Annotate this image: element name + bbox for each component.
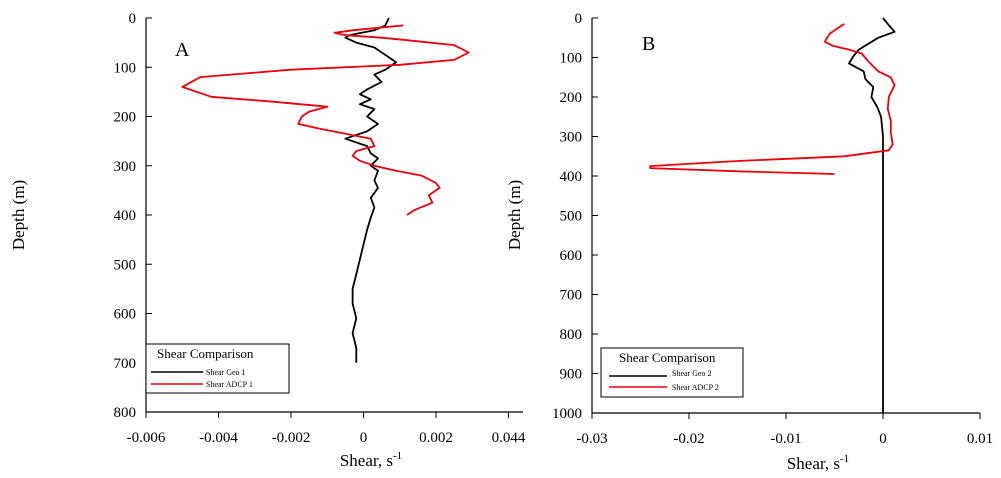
y-tick-label: 0 <box>575 11 583 27</box>
y-tick-label: 100 <box>560 51 583 67</box>
x-tick-label: 0 <box>360 430 368 446</box>
y-tick-label: 700 <box>560 288 583 304</box>
y-tick-label: 400 <box>560 169 583 185</box>
y-tick-label: 900 <box>560 367 583 383</box>
x-axis-b: -0.03 -0.02 -0.01 0 0.01 <box>576 412 993 447</box>
y-tick-label: 700 <box>114 356 137 372</box>
y-tick-label: 600 <box>560 248 583 264</box>
x-axis-title-a: Shear, s-1 <box>340 450 402 470</box>
legend-b: Shear Comparison Shear Geo 2 Shear ADCP … <box>600 347 744 398</box>
series-line-shear-adcp-b <box>649 23 896 175</box>
y-axis-b: 0 100 200 300 400 500 600 700 800 900 1000 <box>552 11 598 422</box>
legend-title-a: Shear Comparison <box>157 346 254 361</box>
y-tick-label: 200 <box>560 90 583 106</box>
legend-entry-adcp-1: Shear ADCP 1 <box>206 380 253 389</box>
series-line-shear-geo-b <box>848 17 896 413</box>
y-tick-label: 800 <box>560 327 583 343</box>
x-tick-label: 0.01 <box>967 431 993 447</box>
chart-panel-b: B 0 100 200 300 400 500 600 700 800 900 1000 -0.03… <box>505 11 993 473</box>
y-tick-label: 500 <box>560 209 583 225</box>
series-line-shear-geo-a <box>344 17 397 363</box>
y-axis-title-b: Depth (m) <box>505 180 524 250</box>
y-tick-label: 300 <box>114 159 137 175</box>
series-line-shear-adcp-a <box>181 24 470 216</box>
y-tick-label: 600 <box>114 307 137 323</box>
y-axis-a: 0 100 200 300 400 500 600 700 800 <box>114 11 152 421</box>
x-tick-label: -0.02 <box>673 431 704 447</box>
x-axis-a: -0.006 -0.004 -0.002 0 0.002 0.044 <box>127 411 526 446</box>
x-tick-label: -0.002 <box>272 430 311 446</box>
y-axis-title-a: Depth (m) <box>9 180 28 250</box>
x-tick-label: -0.01 <box>770 431 801 447</box>
legend-a: Shear Comparison Shear Geo 1 Shear ADCP … <box>145 343 290 394</box>
y-tick-label: 200 <box>114 110 137 126</box>
legend-entry-adcp-2: Shear ADCP 2 <box>672 383 719 392</box>
x-tick-label: -0.03 <box>576 431 607 447</box>
legend-entry-geo-2: Shear Geo 2 <box>672 369 712 378</box>
legend-entry-geo-1: Shear Geo 1 <box>206 368 246 377</box>
y-tick-label: 500 <box>114 257 137 273</box>
panel-label-a: A <box>175 39 190 61</box>
panel-label-b: B <box>642 33 655 55</box>
x-tick-label: 0.044 <box>492 430 526 446</box>
y-tick-label: 800 <box>114 405 137 421</box>
y-tick-label: 100 <box>114 60 137 76</box>
chart-panel-a: A 0 100 200 300 400 500 600 700 800 -0.006 -0.004… <box>9 11 526 470</box>
series-layer-b <box>649 17 896 413</box>
y-tick-label: 1000 <box>552 406 582 422</box>
x-tick-label: -0.004 <box>199 430 238 446</box>
y-tick-label: 300 <box>560 130 583 146</box>
x-tick-label: -0.006 <box>127 430 166 446</box>
series-layer-a <box>181 17 470 363</box>
y-tick-label: 400 <box>114 208 137 224</box>
x-axis-title-b: Shear, s-1 <box>787 453 849 473</box>
x-tick-label: 0.002 <box>419 430 453 446</box>
legend-title-b: Shear Comparison <box>619 350 716 365</box>
x-tick-label: 0 <box>879 431 887 447</box>
y-tick-label: 0 <box>129 11 137 27</box>
